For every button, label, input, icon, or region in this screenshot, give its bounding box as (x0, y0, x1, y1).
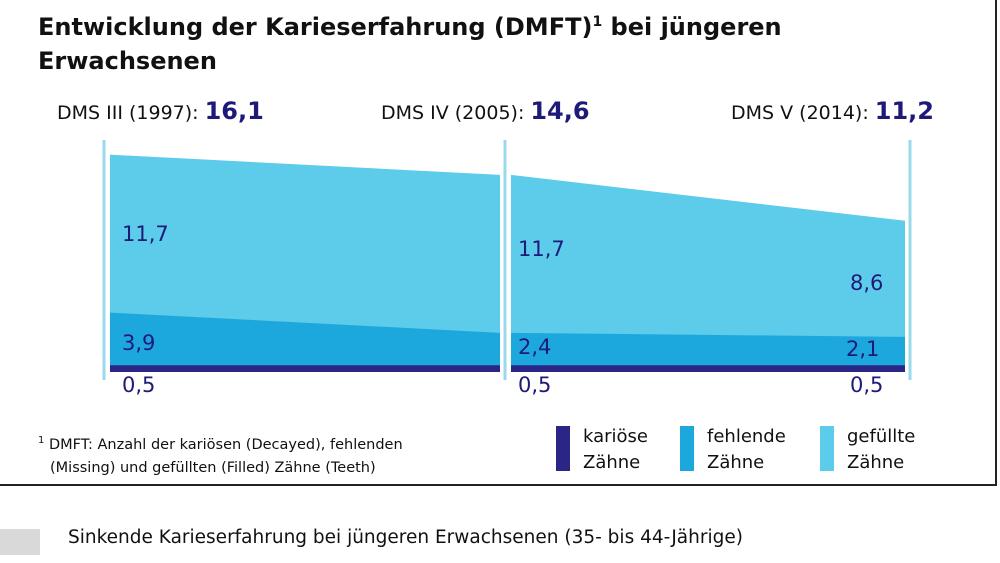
legend-label-line-1: kariöse (583, 426, 649, 447)
legend-label-line-1: gefüllte (847, 426, 916, 447)
footnote-line-1: DMFT: Anzahl der kariösen (Decayed), feh… (48, 436, 403, 453)
area-2-segment-1 (511, 174, 905, 372)
header-label: DMS V (2014): (731, 102, 869, 124)
legend-label: gefüllte Zähne (847, 424, 967, 476)
value-label-2-0: 11,7 (122, 222, 169, 246)
footnote-line-2: (Missing) und gefüllten (Filled) Zähne (… (50, 459, 376, 476)
header-label: DMS III (1997): (57, 102, 199, 124)
header-total: 16,1 (204, 97, 264, 125)
title-suffix: bei jüngeren Erwachsenen (38, 13, 782, 75)
area-0-segment-1 (511, 365, 905, 372)
value-label-1-2: 2,1 (846, 337, 879, 361)
footnote: 1 DMFT: Anzahl der kariösen (Decayed), f… (38, 429, 403, 480)
legend-label: kariöse Zähne (583, 424, 703, 476)
value-label-2-1: 11,7 (518, 237, 565, 261)
legend-label-line-2: Zähne (847, 452, 905, 473)
header-dms5: DMS V (2014): 11,2 (731, 97, 934, 125)
header-dms4: DMS IV (2005): 14,6 (381, 97, 590, 125)
caption: Sinkende Karieserfahrung bei jüngeren Er… (68, 527, 743, 548)
value-label-0-2: 0,5 (850, 373, 883, 397)
legend-swatch (820, 426, 834, 471)
title-text: Entwicklung der Karieserfahrung (DMFT) (38, 13, 593, 41)
legend-label-line-2: Zähne (583, 452, 641, 473)
area-1-segment-0 (110, 312, 500, 372)
value-label-2-2: 8,6 (850, 271, 883, 295)
header-label: DMS IV (2005): (381, 102, 525, 124)
legend-label: fehlende Zähne (707, 424, 827, 476)
value-label-1-1: 2,4 (518, 335, 551, 359)
caption-marker (0, 529, 40, 555)
footnote-marker: 1 (38, 435, 45, 446)
title-footnote-marker: 1 (592, 14, 603, 30)
value-label-0-1: 0,5 (518, 373, 551, 397)
legend-swatch (680, 426, 694, 471)
header-total: 11,2 (874, 97, 934, 125)
area-0-segment-0 (110, 365, 500, 372)
chart-title: Entwicklung der Karieserfahrung (DMFT)1 … (38, 10, 938, 78)
value-label-1-0: 3,9 (122, 331, 155, 355)
chart-plot: 0,5 3,9 11,7 0,5 2,4 11,7 0,5 2,1 8,6 (102, 140, 912, 397)
header-dms3: DMS III (1997): 16,1 (57, 97, 264, 125)
legend-swatch (556, 426, 570, 471)
area-1-segment-1 (511, 332, 905, 372)
chart-frame (0, 0, 997, 486)
value-label-0-0: 0,5 (122, 373, 155, 397)
legend-label-line-2: Zähne (707, 452, 765, 473)
legend-label-line-1: fehlende (707, 426, 786, 447)
header-total: 14,6 (530, 97, 590, 125)
